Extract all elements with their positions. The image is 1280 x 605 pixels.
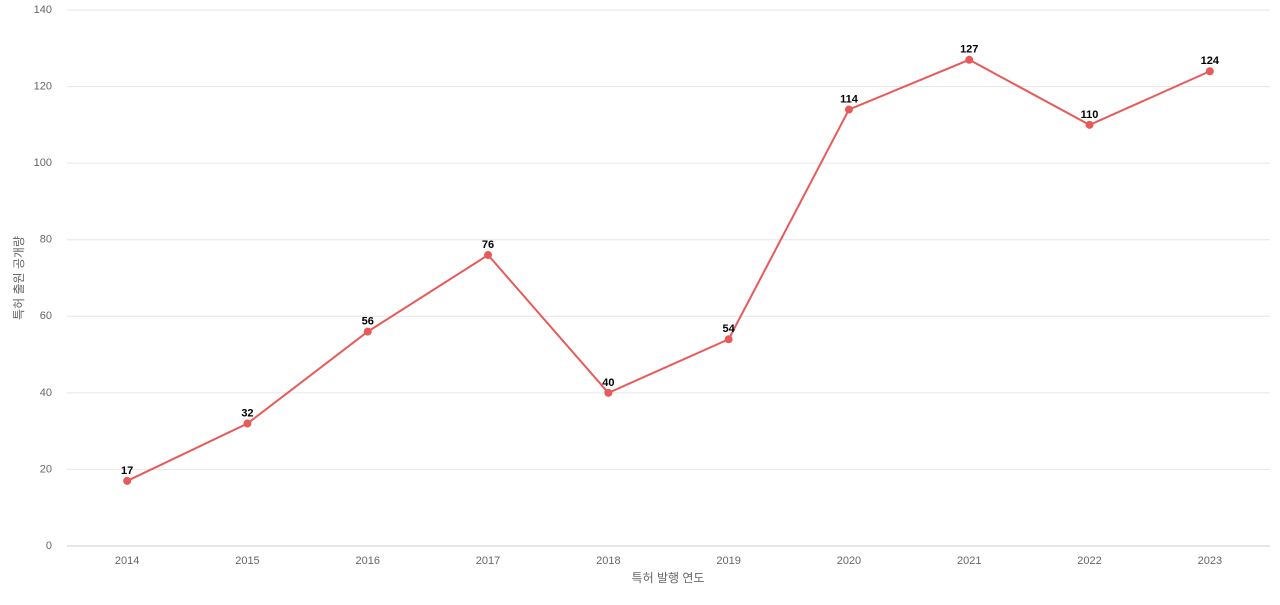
- data-label: 17: [121, 465, 133, 477]
- point: [1205, 67, 1214, 76]
- y-tick-label: 0: [46, 540, 52, 552]
- data-label: 56: [362, 316, 374, 328]
- x-tick-label: 2015: [235, 555, 259, 567]
- data-label: 124: [1201, 55, 1220, 67]
- x-tick-label: 2023: [1198, 555, 1222, 567]
- x-tick-label: 2016: [356, 555, 380, 567]
- point: [123, 476, 132, 485]
- y-tick-label: 20: [40, 463, 52, 475]
- data-label: 40: [602, 377, 614, 389]
- data-label: 114: [840, 93, 859, 105]
- x-tick-label: 2017: [476, 555, 500, 567]
- y-tick-label: 120: [34, 80, 52, 92]
- data-label: 32: [241, 407, 253, 419]
- y-tick-label: 140: [34, 4, 52, 16]
- point: [1085, 120, 1094, 129]
- x-tick-label: 2014: [115, 555, 139, 567]
- x-tick-label: 2018: [596, 555, 620, 567]
- point: [965, 55, 974, 64]
- x-tick-label: 2021: [957, 555, 981, 567]
- x-tick-label: 2019: [716, 555, 740, 567]
- y-tick-label: 80: [40, 234, 52, 246]
- y-tick-label: 40: [40, 387, 52, 399]
- y-axis-title: 특허 출원 공개량: [12, 236, 26, 320]
- y-tick-label: 100: [34, 157, 52, 169]
- point: [604, 388, 613, 397]
- x-axis-title: 특허 발행 연도: [632, 570, 705, 585]
- y-tick-label: 60: [40, 310, 52, 322]
- point: [243, 419, 252, 428]
- point: [844, 105, 853, 114]
- point: [363, 327, 372, 336]
- line: [126, 58, 1211, 482]
- x-tick-label: 2020: [837, 555, 861, 567]
- data-label: 110: [1081, 109, 1099, 121]
- data-label: 127: [960, 44, 978, 56]
- data-label: 76: [482, 239, 494, 251]
- point: [724, 335, 733, 344]
- data-label: 54: [723, 323, 736, 335]
- point: [484, 251, 493, 260]
- x-tick-label: 2022: [1077, 555, 1101, 567]
